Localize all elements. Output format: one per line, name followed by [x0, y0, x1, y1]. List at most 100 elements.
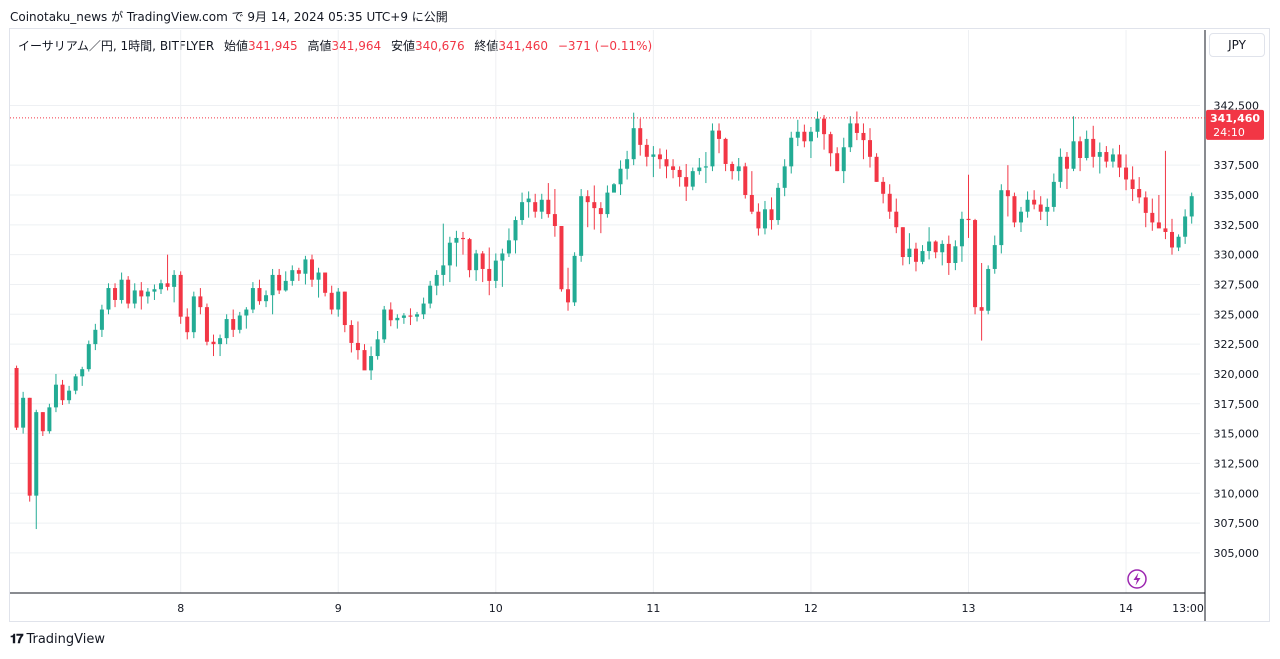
candle-body[interactable] — [644, 144, 649, 157]
candle-body[interactable] — [1091, 138, 1096, 157]
candle-body[interactable] — [795, 131, 800, 138]
candle-body[interactable] — [874, 156, 879, 182]
candle-body[interactable] — [546, 199, 551, 215]
candle-body[interactable] — [953, 246, 958, 263]
candle-body[interactable] — [86, 344, 91, 370]
candle-body[interactable] — [434, 274, 439, 286]
candle-body[interactable] — [749, 194, 754, 212]
candle-body[interactable] — [539, 199, 544, 212]
candle-body[interactable] — [1064, 156, 1069, 169]
candle-body[interactable] — [191, 296, 196, 333]
candle-body[interactable] — [113, 288, 118, 300]
candle-body[interactable] — [651, 154, 656, 157]
candle-body[interactable] — [132, 290, 137, 304]
candle-body[interactable] — [907, 248, 912, 258]
candle-body[interactable] — [460, 237, 465, 240]
candle-body[interactable] — [47, 407, 52, 432]
candle-body[interactable] — [99, 309, 104, 330]
candle-body[interactable] — [841, 147, 846, 172]
candle-body[interactable] — [736, 166, 741, 172]
candle-body[interactable] — [21, 397, 26, 428]
candle-body[interactable] — [946, 243, 951, 263]
candle-body[interactable] — [178, 274, 183, 317]
candle-body[interactable] — [119, 279, 124, 300]
candle-body[interactable] — [1025, 199, 1030, 212]
candle-body[interactable] — [776, 187, 781, 221]
candle-body[interactable] — [296, 270, 301, 274]
candle-body[interactable] — [158, 283, 163, 290]
candle-body[interactable] — [789, 137, 794, 167]
candle-body[interactable] — [454, 237, 459, 243]
candle-body[interactable] — [611, 184, 616, 193]
candle-body[interactable] — [369, 356, 374, 371]
candle-body[interactable] — [349, 325, 354, 343]
candle-body[interactable] — [966, 218, 971, 221]
candle-body[interactable] — [388, 309, 393, 321]
candle-body[interactable] — [145, 291, 150, 297]
candle-body[interactable] — [401, 315, 406, 318]
candle-body[interactable] — [828, 134, 833, 154]
candle-body[interactable] — [808, 131, 813, 142]
candle-body[interactable] — [690, 171, 695, 187]
candle-body[interactable] — [1150, 212, 1155, 223]
candle-body[interactable] — [40, 412, 45, 432]
candle-body[interactable] — [887, 193, 892, 212]
candle-body[interactable] — [172, 274, 177, 287]
candle-body[interactable] — [1058, 156, 1063, 182]
candle-body[interactable] — [822, 118, 827, 135]
candle-body[interactable] — [526, 198, 531, 203]
symbol-title[interactable]: イーサリアム／円, 1時間, BITFLYER — [18, 39, 215, 53]
candle-body[interactable] — [717, 130, 722, 139]
candle-body[interactable] — [467, 239, 472, 271]
candle-body[interactable] — [861, 132, 866, 141]
candle-body[interactable] — [303, 259, 308, 274]
candle-body[interactable] — [336, 291, 341, 310]
candle-body[interactable] — [894, 211, 899, 228]
candle-body[interactable] — [309, 259, 314, 280]
candle-body[interactable] — [1078, 141, 1083, 159]
candle-body[interactable] — [585, 196, 590, 203]
candle-body[interactable] — [605, 192, 610, 215]
candle-body[interactable] — [743, 166, 748, 195]
candle-body[interactable] — [618, 168, 623, 185]
candle-body[interactable] — [415, 314, 420, 317]
candle-body[interactable] — [992, 245, 997, 269]
candle-body[interactable] — [657, 154, 662, 160]
candle-body[interactable] — [710, 130, 715, 167]
candle-body[interactable] — [1019, 211, 1024, 223]
candle-body[interactable] — [362, 350, 367, 371]
candle-body[interactable] — [1163, 228, 1168, 232]
candle-body[interactable] — [1189, 196, 1194, 217]
candle-body[interactable] — [854, 123, 859, 133]
candle-body[interactable] — [93, 329, 98, 345]
candle-body[interactable] — [973, 220, 978, 308]
candle-body[interactable] — [723, 138, 728, 164]
candle-body[interactable] — [782, 166, 787, 188]
candle-body[interactable] — [664, 159, 669, 167]
candle-body[interactable] — [920, 251, 925, 262]
candle-body[interactable] — [1137, 189, 1142, 198]
candle-body[interactable] — [60, 384, 65, 401]
candle-body[interactable] — [1104, 152, 1109, 162]
candle-body[interactable] — [375, 339, 380, 357]
candle-body[interactable] — [730, 163, 735, 172]
candle-body[interactable] — [697, 167, 702, 172]
candle-body[interactable] — [1045, 206, 1050, 212]
candle-body[interactable] — [1038, 204, 1043, 212]
candle-body[interactable] — [290, 270, 295, 281]
candle-body[interactable] — [323, 272, 328, 293]
candle-body[interactable] — [277, 274, 282, 291]
candle-body[interactable] — [1170, 231, 1175, 248]
candle-body[interactable] — [224, 319, 229, 339]
candle-body[interactable] — [329, 292, 334, 310]
candle-body[interactable] — [1110, 154, 1115, 162]
candle-body[interactable] — [1156, 222, 1161, 229]
chart-frame[interactable] — [9, 28, 1270, 622]
candle-body[interactable] — [533, 202, 538, 212]
candle-body[interactable] — [480, 253, 485, 269]
candle-body[interactable] — [500, 253, 505, 261]
candle-body[interactable] — [513, 220, 518, 241]
candle-body[interactable] — [684, 177, 689, 187]
candle-body[interactable] — [959, 218, 964, 247]
